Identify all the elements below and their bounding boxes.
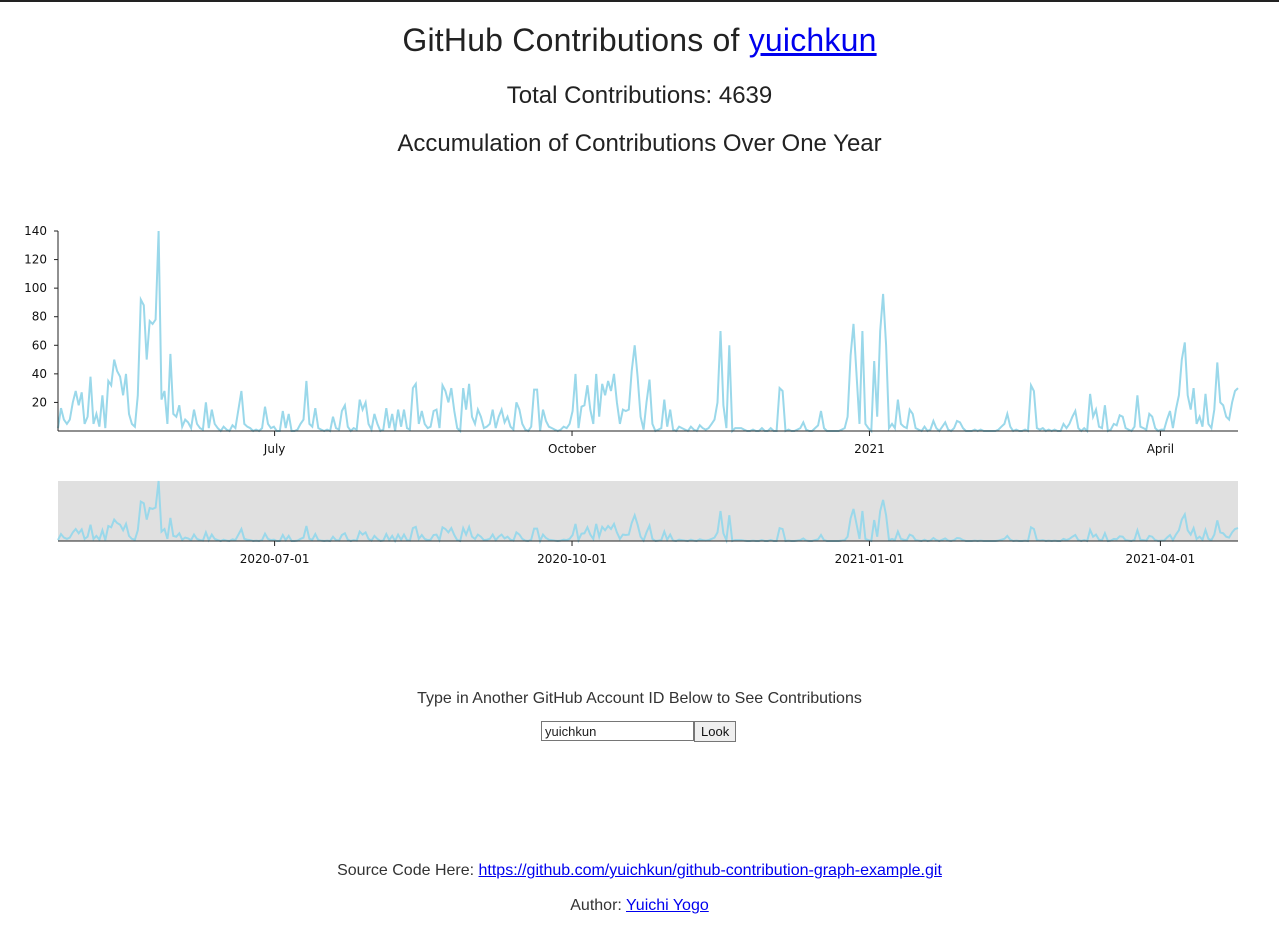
page-title: GitHub Contributions of yuichkun: [0, 22, 1279, 59]
context-x-tick-label: 2021-04-01: [1126, 552, 1196, 566]
y-tick-label: 120: [24, 253, 47, 267]
focus-x-axis: July October 2021 April: [58, 430, 1238, 456]
contributions-chart: 20 40 60 80 100 120 140 July October 2021 April 2…: [24, 224, 1239, 566]
account-id-input[interactable]: [541, 721, 694, 741]
focus-x-tick-label: April: [1147, 442, 1174, 456]
y-tick-label: 20: [32, 395, 47, 409]
context-x-axis: 2020-07-01 2020-10-01 2021-01-01 2021-04-01: [58, 540, 1238, 566]
source-code-link[interactable]: https://github.com/yuichkun/github-contr…: [478, 862, 942, 879]
chart-subtitle: Accumulation of Contributions Over One Y…: [397, 130, 882, 157]
y-tick-label: 40: [32, 367, 47, 381]
source-label: Source Code Here:: [337, 862, 479, 879]
author-label: Author:: [570, 897, 626, 914]
y-tick-label: 140: [24, 224, 47, 238]
focus-x-tick-label: 2021: [854, 442, 885, 456]
search-prompt: Type in Another GitHub Account ID Below …: [417, 690, 862, 707]
author-link[interactable]: Yuichi Yogo: [626, 897, 709, 914]
source-code-line: Source Code Here: https://github.com/yui…: [0, 862, 1279, 880]
y-axis: 20 40 60 80 100 120 140: [24, 224, 59, 431]
y-tick-label: 60: [32, 338, 47, 352]
title-prefix: GitHub Contributions of: [402, 22, 749, 58]
y-tick-label: 80: [32, 310, 47, 324]
focus-x-tick-label: July: [263, 442, 286, 456]
context-x-tick-label: 2020-10-01: [537, 552, 607, 566]
context-x-tick-label: 2020-07-01: [240, 552, 310, 566]
author-line: Author: Yuichi Yogo: [0, 897, 1279, 915]
focus-x-tick-label: October: [548, 442, 596, 456]
search-form: Look: [541, 721, 737, 742]
brush-selection[interactable]: [58, 481, 1238, 541]
y-tick-label: 100: [24, 281, 47, 295]
context-x-tick-label: 2021-01-01: [835, 552, 905, 566]
focus-line-group: [57, 230, 1239, 434]
total-contributions: Total Contributions: 4639: [506, 82, 773, 109]
username-link[interactable]: yuichkun: [748, 22, 877, 58]
focus-series-line: [57, 230, 1239, 434]
look-button[interactable]: Look: [694, 721, 737, 742]
context-chart[interactable]: 2020-07-01 2020-10-01 2021-01-01 2021-04-01: [57, 480, 1239, 566]
focus-chart: 20 40 60 80 100 120 140 July October 2021 April: [24, 224, 1239, 456]
